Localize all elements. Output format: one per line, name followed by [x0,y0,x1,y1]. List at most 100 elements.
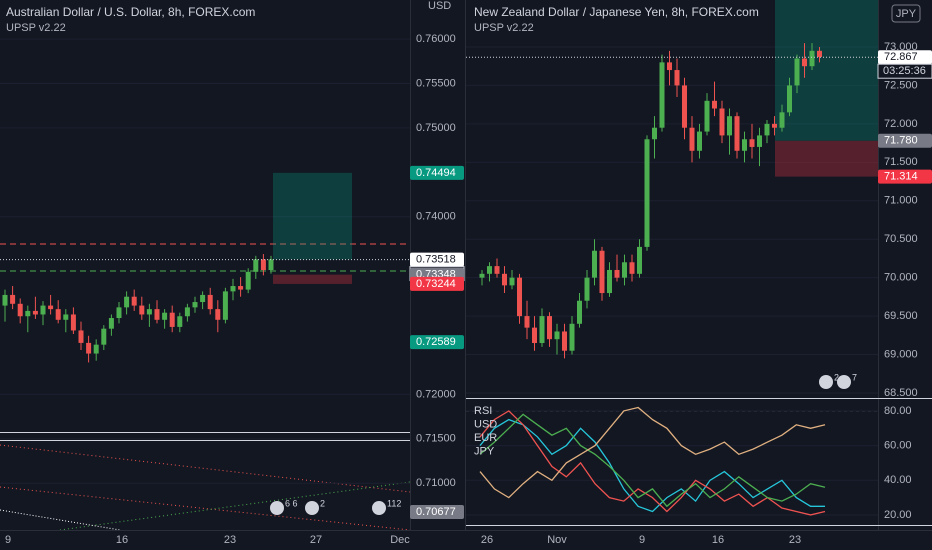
price-tag-label: 0.70677 [416,506,456,518]
event-count: 6 6 [285,498,298,508]
candle-body [629,262,635,274]
candle-body [108,318,114,329]
candle-body [779,112,785,128]
indicator-line [0,486,411,531]
y-tick-label: 0.75500 [416,77,456,89]
candle-body [502,273,507,286]
candle-body [55,309,61,320]
candle-body [802,58,807,67]
price-tag-label: 72.867 [884,51,918,63]
indicator-name: UPSP v2.22 [6,22,66,34]
price-tag [410,276,464,291]
indicator-line [0,444,411,493]
candle-body [787,85,792,113]
candle-body [539,316,545,344]
event-count: 112 [387,498,401,508]
countdown-box [877,63,932,79]
x-tick-label: Nov [547,534,567,546]
price-tag-label: 71.314 [884,171,918,183]
candle-body [146,309,152,315]
candle-body [652,127,657,140]
candle-body [238,286,244,290]
candle-body [562,331,567,351]
candle-body [162,312,168,320]
price-tag [410,335,464,350]
candle-body [131,296,137,306]
y-tick-label: 69.000 [884,348,918,360]
y-tick-label: 0.75000 [416,122,456,134]
candle-body [727,116,732,136]
candle-body [169,312,175,327]
target-zone [775,0,878,141]
target-zone [273,172,352,260]
candle-body [532,327,537,344]
price-tag [410,252,464,267]
x-tick-label: 9 [5,534,11,546]
x-tick-label: 9 [639,534,645,546]
candle-body [494,266,500,274]
candle-body [592,250,597,278]
candle-body [734,116,740,151]
currency-box[interactable] [891,4,921,23]
event-icon [305,501,319,515]
indicator-line [0,509,121,531]
candle-body [207,294,213,310]
y-tick-label: 69.500 [884,310,918,322]
currency[interactable]: JPY [896,8,917,20]
candle-body [554,331,560,340]
candle-body [2,294,8,306]
candle-body [659,62,665,128]
candle-body [764,123,770,136]
price-tag-label: 0.72589 [416,336,456,348]
candle-body [644,139,650,247]
y-tick-label: 70.000 [884,272,918,284]
time-axis [0,530,932,550]
event-count: 2 [834,372,839,382]
candle-body [517,277,522,317]
indicator-line [479,406,826,499]
currency: USD [428,0,451,12]
candle-body [479,273,485,278]
x-tick-label: 23 [789,534,801,546]
stop-zone [775,140,878,177]
y-tick-label: 40.00 [884,474,912,486]
price-tag [878,133,932,148]
candle-body [749,139,755,147]
candle-body [40,305,46,315]
indicator-name: UPSP v2.22 [474,22,534,34]
y-tick-label: 0.74000 [416,211,456,223]
price-tag-label: 0.73518 [416,253,456,265]
candle-body [215,309,221,320]
y-tick-label: 72.500 [884,79,918,91]
candle-body [667,62,672,71]
x-tick-label: 26 [481,534,493,546]
legend-entry: USD [474,418,497,430]
legend-entry: JPY [474,445,495,457]
candle-body [63,314,69,320]
countdown: 03:25:36 [883,65,926,77]
x-tick-label: 16 [116,534,128,546]
candle-body [70,314,76,331]
candle-body [577,300,582,324]
x-tick-label: 27 [310,534,322,546]
y-tick-label: 0.71000 [416,477,456,489]
candle-body [86,342,92,354]
candle-body [245,271,251,290]
candle-body [772,123,777,128]
candle-body [78,330,84,343]
indicator-line [479,413,826,508]
candle-body [260,259,266,271]
legend-entry: RSI [474,405,492,417]
x-tick-label: 23 [224,534,236,546]
y-tick-label: 0.72000 [416,388,456,400]
candle-body [704,100,710,132]
y-tick-label: 60.00 [884,440,912,452]
candle-body [487,266,492,274]
candle-body [230,286,236,292]
candle-body [584,277,590,301]
event-icon [372,501,386,515]
indicator-line [59,481,411,531]
event-icon [270,501,284,515]
candle-body [101,328,107,345]
y-tick-label: 70.500 [884,233,918,245]
